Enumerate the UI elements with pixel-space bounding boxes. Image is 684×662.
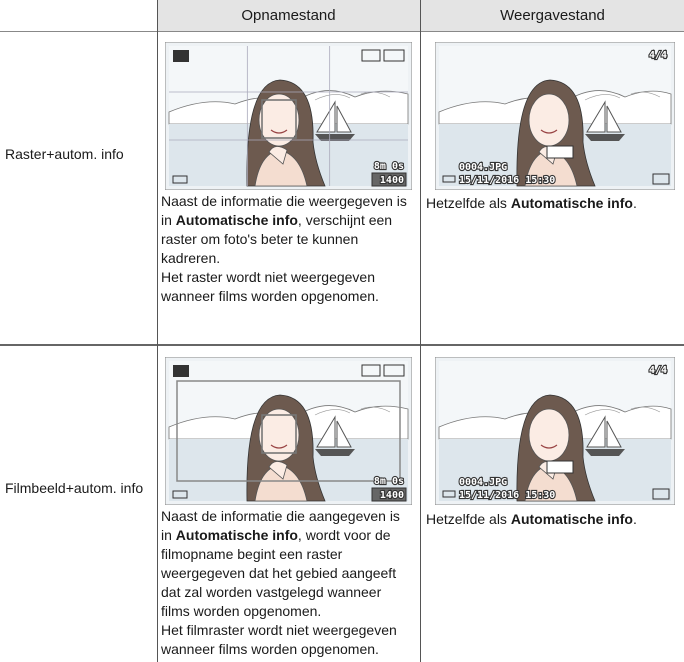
- description: Naast de informatie die weergegeven is i…: [161, 192, 419, 306]
- screen-text: 15/11/2016 15:30: [459, 175, 555, 186]
- description: Hetzelfde als Automatische info.: [426, 194, 682, 213]
- screen-text: 1400: [380, 175, 404, 186]
- shooting-screen: 8m 0s 1400: [165, 357, 412, 505]
- screen-text: 8m 0s: [374, 161, 404, 172]
- screen-text: 4/4: [649, 50, 667, 61]
- rule: [0, 31, 684, 32]
- paragraph: Het raster wordt niet weergegeven wannee…: [161, 268, 419, 306]
- paragraph: Hetzelfde als Automatische info.: [426, 510, 682, 529]
- shooting-screen: 8m 0s 1400: [165, 42, 412, 190]
- text: .: [632, 511, 637, 527]
- paragraph: Hetzelfde als Automatische info.: [426, 194, 682, 213]
- playback-screen: 4/4 0004.JPG 15/11/2016 15:30: [435, 357, 675, 505]
- description: Naast de informatie die aangegeven is in…: [161, 507, 411, 659]
- rule: [0, 344, 684, 346]
- text: Hetzelfde als: [426, 511, 511, 527]
- header-shooting: Opnamestand: [157, 0, 420, 31]
- row-label: Raster+autom. info: [5, 146, 124, 162]
- screen-text: 15/11/2016 15:30: [459, 490, 555, 501]
- text: Naast de informatie die weergegeven is i…: [161, 193, 407, 228]
- rule: [157, 0, 158, 662]
- bold-text: Automatische info: [175, 212, 298, 228]
- playback-screen: 4/4 0004.JPG 15/11/2016 15:30: [435, 42, 675, 190]
- text: Het filmraster wordt niet weergegeven wa…: [161, 622, 397, 657]
- text: , wordt voor de filmopname begint een ra…: [161, 527, 397, 619]
- description: Hetzelfde als Automatische info.: [426, 510, 682, 529]
- screen-text: 0004.JPG: [459, 477, 507, 488]
- text: Naast de informatie die aangegeven is in: [161, 508, 400, 543]
- paragraph: Het filmraster wordt niet weergegeven wa…: [161, 621, 411, 659]
- text: , verschijnt een raster om foto's beter …: [161, 212, 393, 266]
- bold-text: Automatische info: [510, 511, 633, 527]
- row-label: Filmbeeld+autom. info: [5, 480, 144, 496]
- screen-text: 1400: [380, 490, 404, 501]
- paragraph: Naast de informatie die weergegeven is i…: [161, 192, 419, 268]
- text: Het raster wordt niet weergegeven wannee…: [161, 269, 379, 304]
- text: Hetzelfde als: [426, 195, 511, 211]
- paragraph: Naast de informatie die aangegeven is in…: [161, 507, 411, 621]
- text: .: [632, 195, 637, 211]
- screen-text: 4/4: [649, 365, 667, 376]
- screen-text: 0004.JPG: [459, 162, 507, 173]
- bold-text: Automatische info: [175, 527, 298, 543]
- bold-text: Automatische info: [510, 195, 633, 211]
- header-playback: Weergavestand: [421, 0, 684, 31]
- rule: [420, 0, 421, 662]
- screen-text: 8m 0s: [374, 476, 404, 487]
